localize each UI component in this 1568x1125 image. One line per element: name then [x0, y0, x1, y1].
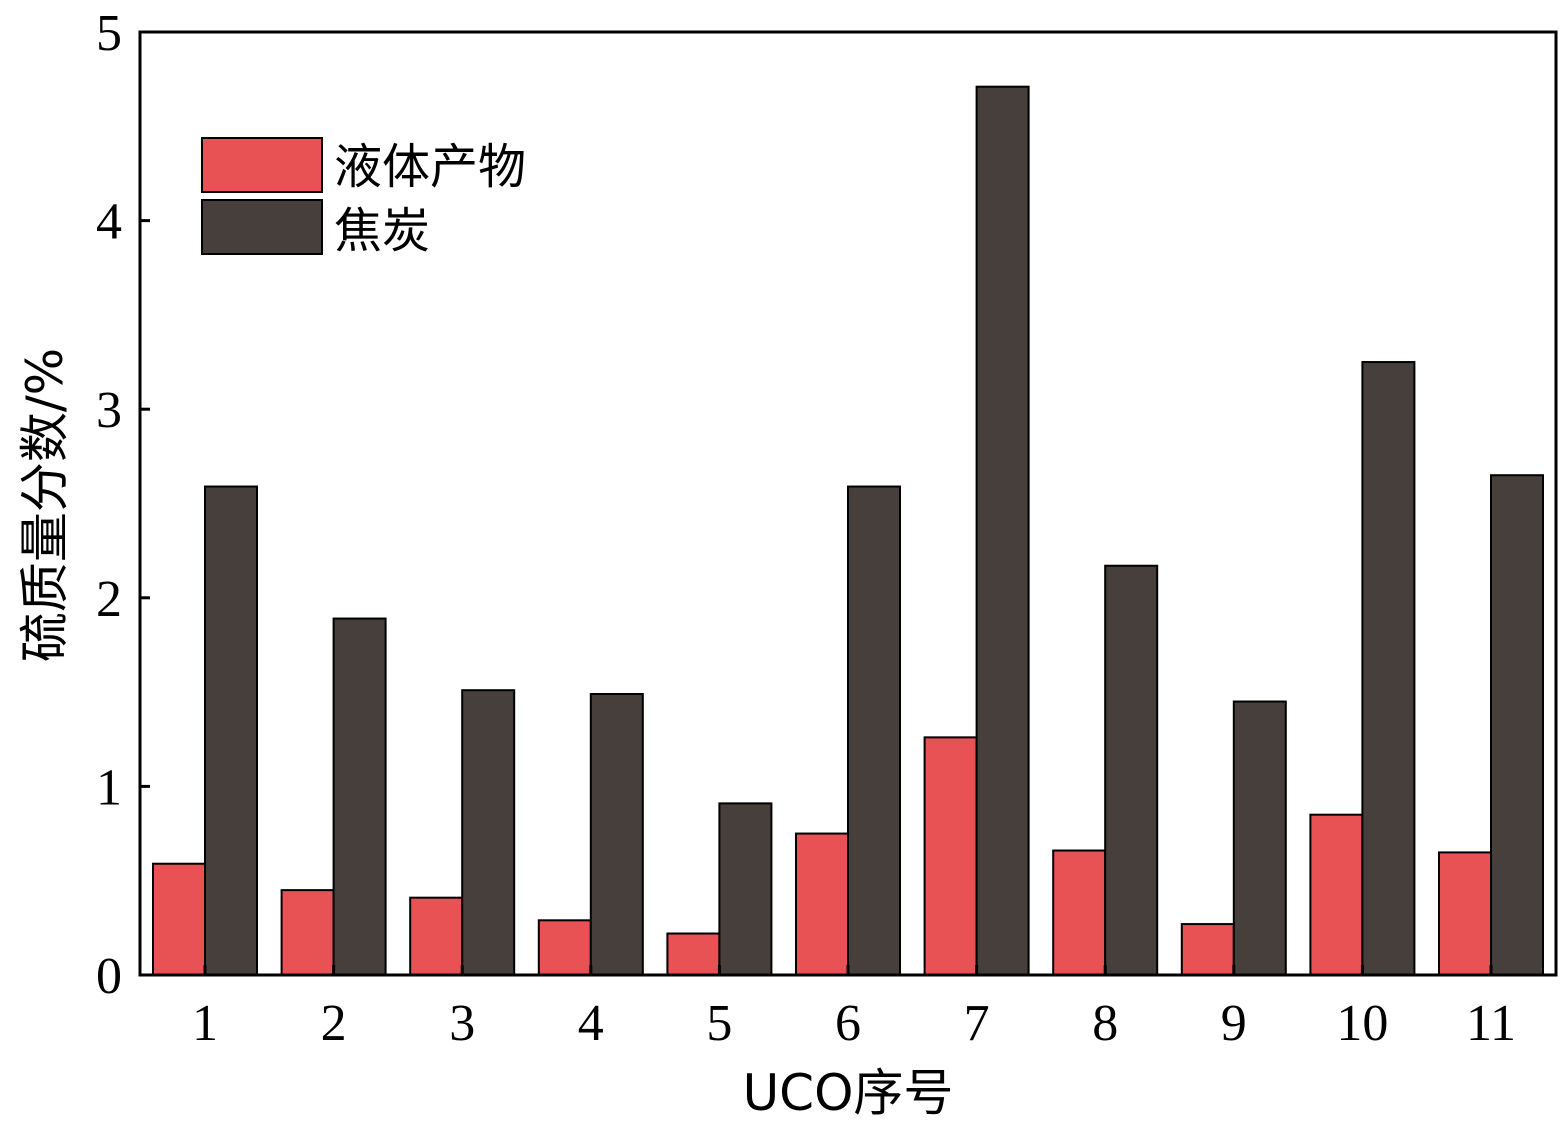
bar-liquid-4 [537, 919, 592, 977]
x-tick-label-11: 11 [1466, 995, 1516, 1052]
x-tick-label-9: 9 [1221, 995, 1247, 1052]
x-tick-label-8: 8 [1092, 995, 1118, 1052]
y-axis-title: 硫质量分数/% [16, 348, 74, 662]
bar-coke-4 [589, 692, 644, 977]
bar-coke-2 [332, 617, 387, 977]
x-tick-label-7: 7 [964, 995, 990, 1052]
bar-liquid-6 [795, 832, 849, 976]
bar-liquid-7 [923, 736, 978, 977]
legend: 液体产物 焦炭 [201, 137, 526, 259]
bar-coke-11 [1490, 474, 1544, 976]
x-tick-label-10: 10 [1336, 995, 1388, 1052]
x-tick-label-2: 2 [321, 995, 347, 1052]
legend-label-coke: 焦炭 [334, 203, 430, 259]
x-tick-label-4: 4 [578, 995, 604, 1052]
y-tick-label-5: 5 [96, 5, 122, 62]
x-axis-title: UCO序号 [743, 1064, 954, 1122]
bar-coke-10 [1361, 361, 1416, 976]
bar-liquid-9 [1180, 923, 1235, 977]
bar-coke-6 [847, 485, 901, 976]
bar-coke-8 [1104, 564, 1159, 976]
bar-liquid-1 [152, 862, 206, 977]
y-tick-label-1: 1 [96, 759, 122, 816]
y-tick-label-3: 3 [96, 382, 122, 439]
bar-liquid-8 [1052, 849, 1107, 976]
bar-coke-1 [204, 485, 258, 976]
legend-swatch-liquid [201, 137, 323, 193]
y-tick-label-4: 4 [96, 194, 122, 251]
y-tick-label-0: 0 [96, 948, 122, 1005]
bar-liquid-5 [666, 932, 721, 976]
legend-label-liquid: 液体产物 [334, 139, 526, 195]
bar-liquid-2 [280, 889, 335, 977]
bar-coke-3 [461, 689, 516, 976]
x-tick-label-5: 5 [706, 995, 732, 1052]
bar-liquid-3 [409, 896, 464, 977]
x-tick-label-6: 6 [835, 995, 861, 1052]
bar-liquid-11 [1438, 851, 1492, 976]
x-axis: 1 2 3 4 5 6 7 8 9 10 11 [192, 965, 1516, 1052]
bar-coke-9 [1232, 700, 1287, 977]
y-tick-label-2: 2 [96, 571, 122, 628]
bar-liquid-10 [1309, 813, 1364, 976]
bars-layer [152, 85, 1544, 977]
legend-swatch-coke [201, 199, 323, 255]
bar-coke-5 [718, 802, 773, 977]
y-axis: 0 1 2 3 4 5 [96, 5, 150, 1005]
x-tick-label-1: 1 [192, 995, 218, 1052]
bar-coke-7 [975, 85, 1030, 977]
x-tick-label-3: 3 [449, 995, 475, 1052]
